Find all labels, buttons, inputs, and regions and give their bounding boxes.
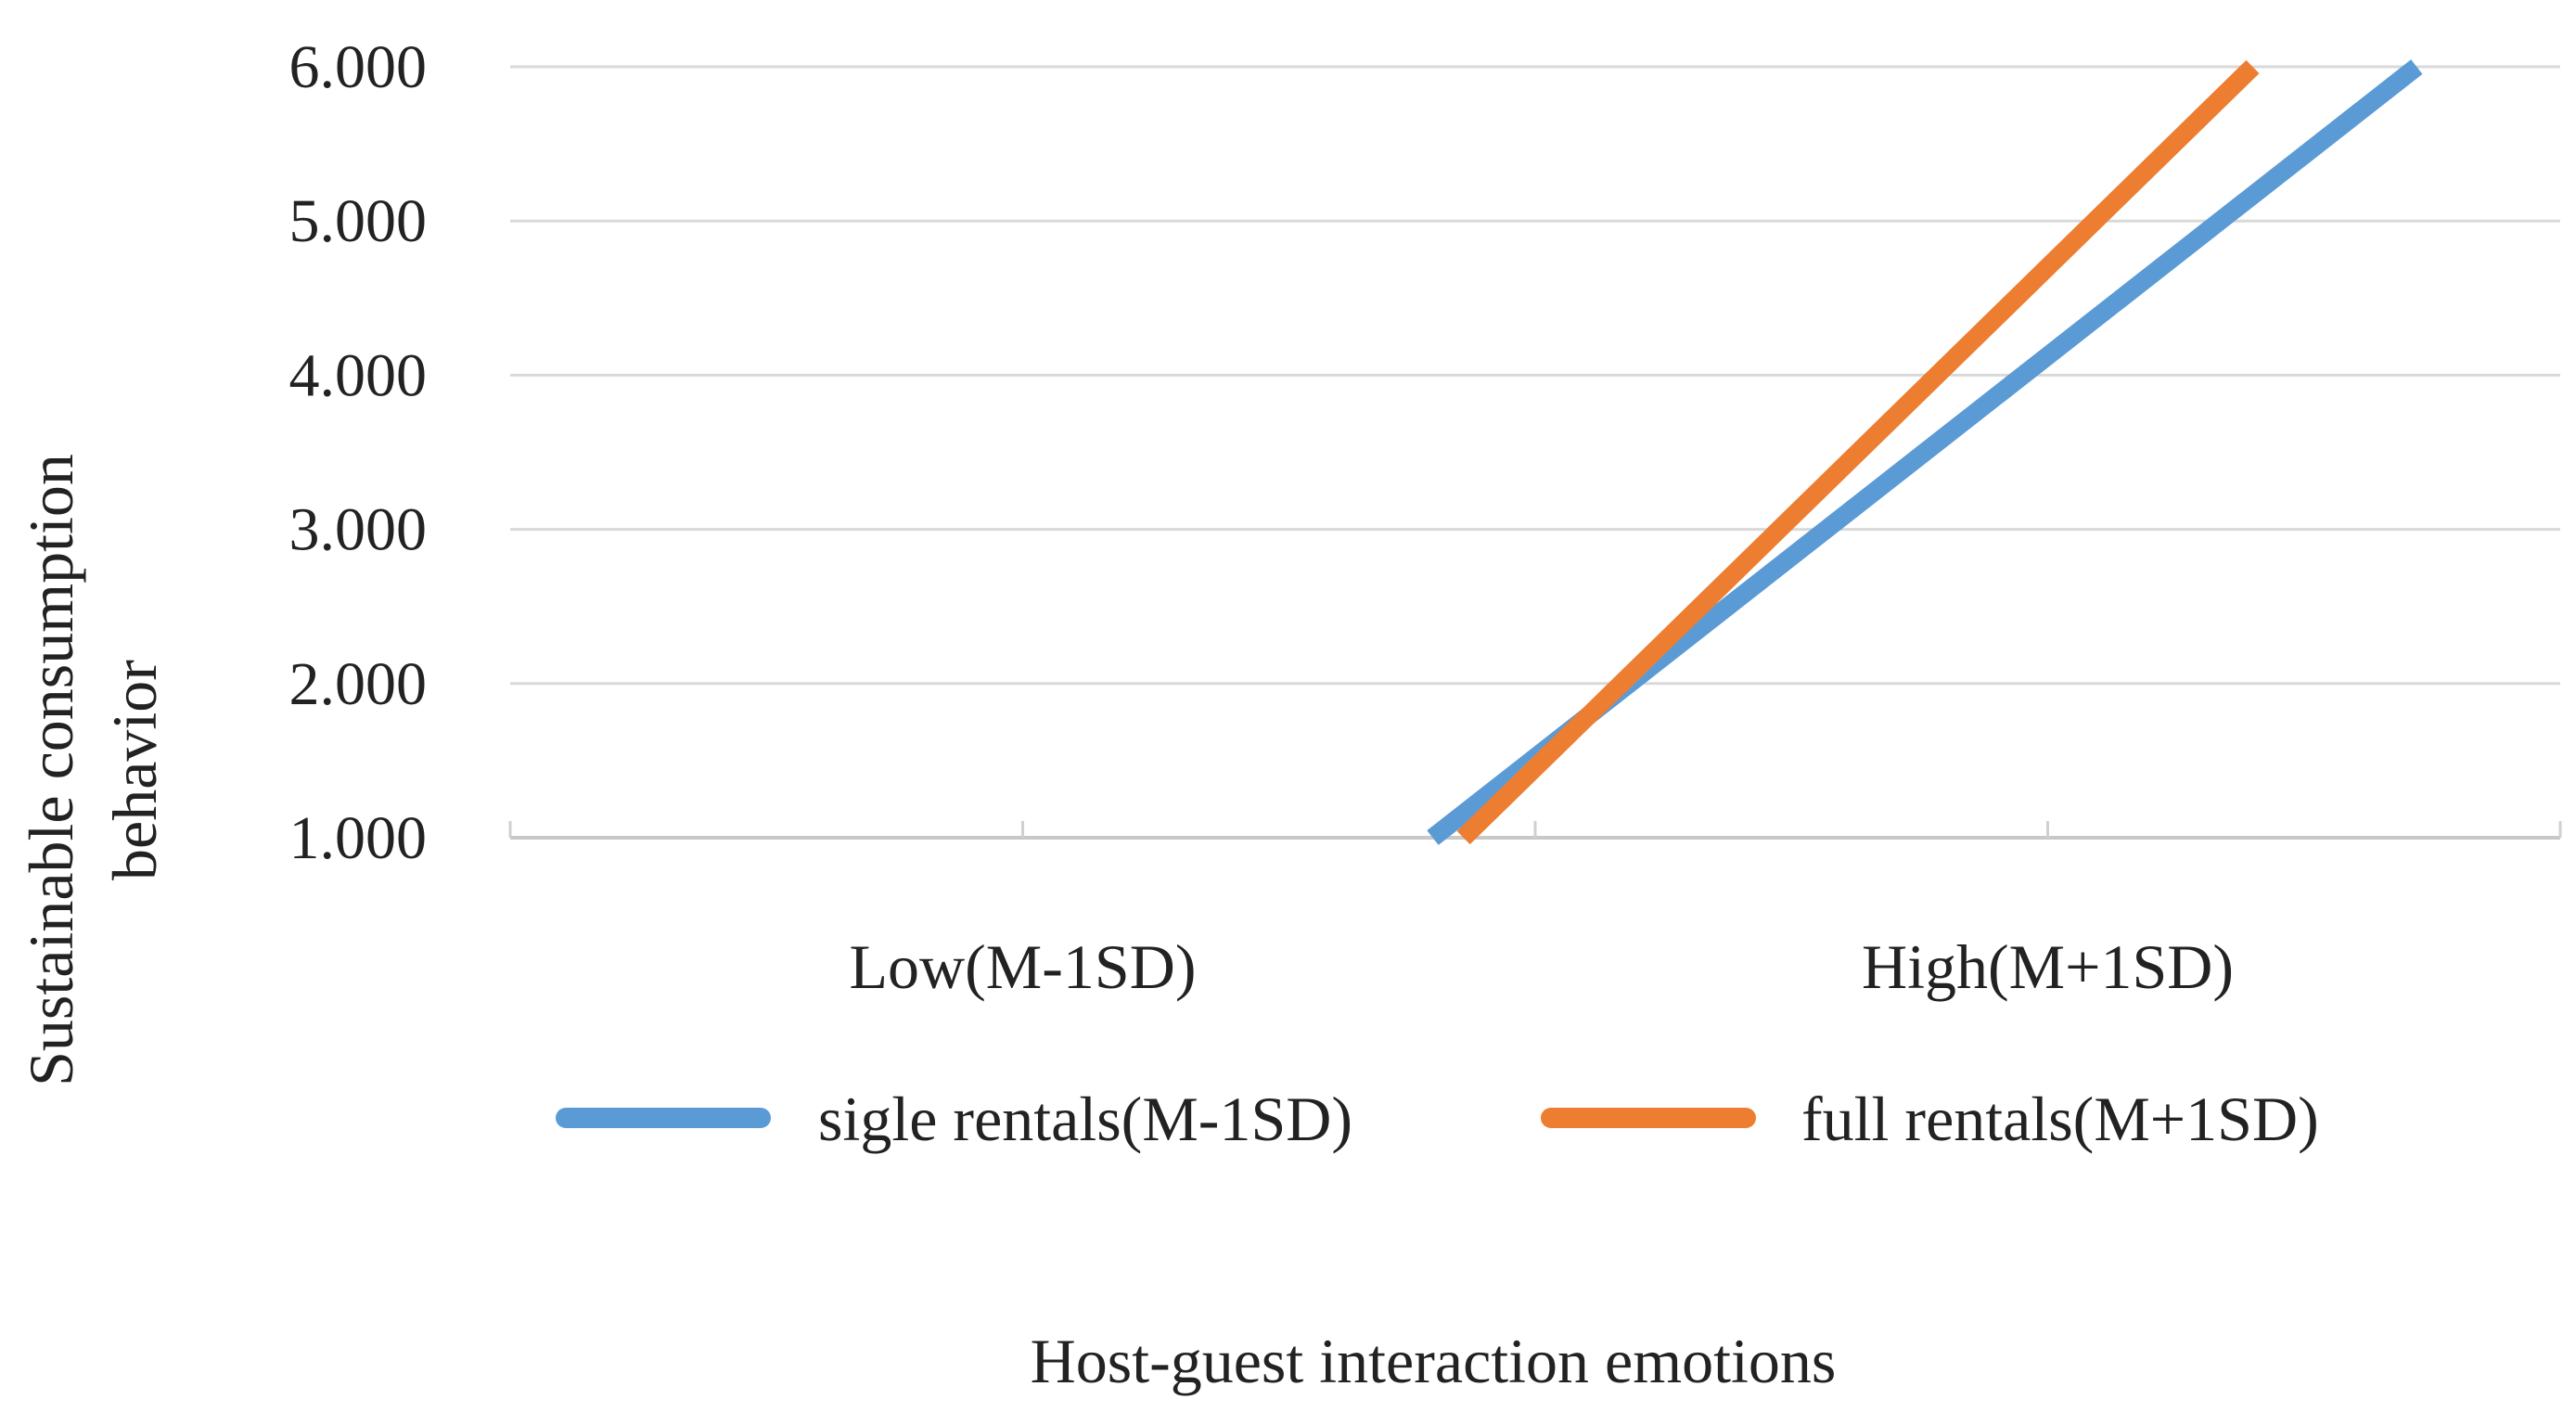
y-tick-label: 3.000 [289, 496, 428, 564]
y-tick-label: 5.000 [289, 187, 428, 255]
y-axis-title-line-2: behavior [99, 660, 170, 880]
gridlines [508, 65, 2562, 840]
legend: sigle rentals(M-1SD) full rentals(M+1SD) [556, 1084, 2319, 1154]
x-category-label: Low(M-1SD) [850, 931, 1197, 1002]
series-line-2 [1456, 59, 2260, 845]
y-tick-label: 6.000 [289, 33, 428, 101]
x-category-label: High(M+1SD) [1862, 931, 2234, 1002]
legend-label-1: sigle rentals(M-1SD) [818, 1084, 1352, 1154]
y-tick-label: 1.000 [289, 804, 428, 872]
y-axis-ticks: 1.000 2.000 3.000 4.000 5.000 6.000 [289, 33, 428, 872]
y-axis-title-line-1: Sustainable consumption [16, 454, 86, 1086]
x-axis-categories: Low(M-1SD) High(M+1SD) [850, 931, 2235, 1002]
series-lines [1427, 59, 2423, 845]
y-tick-label: 4.000 [289, 341, 428, 409]
legend-label-2: full rentals(M+1SD) [1801, 1084, 2319, 1154]
y-tick-label: 2.000 [289, 650, 428, 718]
x-axis-title: Host-guest interaction emotions [1031, 1326, 1837, 1396]
